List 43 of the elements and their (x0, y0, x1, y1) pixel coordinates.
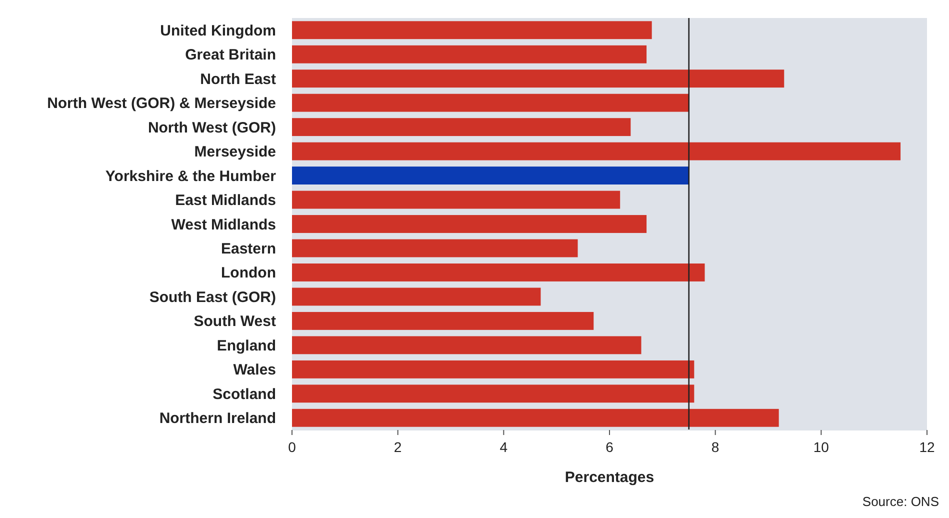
y-tick-label: England (216, 337, 276, 354)
y-tick-label: Merseyside (194, 144, 276, 161)
y-tick-label: United Kingdom (160, 22, 276, 40)
x-tick-label: 12 (919, 439, 935, 455)
y-tick-label: West Midlands (171, 216, 276, 234)
x-tick-label: 0 (288, 439, 296, 455)
x-tick-label: 10 (813, 439, 830, 455)
x-tick-label: 8 (711, 439, 720, 455)
bar (292, 239, 578, 258)
bar (292, 166, 689, 184)
bar (292, 21, 652, 40)
x-tick-label: 6 (606, 439, 614, 455)
x-tick-label: 2 (394, 439, 402, 455)
y-tick-label: Scotland (212, 386, 276, 403)
source-note: Source: ONS (862, 494, 940, 509)
y-tick-label: Wales (233, 362, 276, 379)
bar (292, 360, 694, 378)
y-tick-label: South East (GOR) (149, 288, 276, 306)
y-tick-label: East Midlands (175, 192, 276, 210)
bar (292, 45, 647, 64)
y-tick-label: London (221, 264, 276, 282)
bar (292, 336, 642, 354)
bar (292, 190, 620, 209)
x-tick-label: 4 (500, 439, 508, 455)
y-tick-label: Eastern (220, 240, 276, 258)
y-tick-label: Northern Ireland (159, 410, 276, 428)
bar (292, 408, 779, 427)
y-tick-label: North West (GOR) & Merseyside (47, 95, 276, 112)
bar (292, 264, 705, 282)
bar (292, 384, 694, 403)
y-tick-label: Yorkshire & the Humber (105, 168, 276, 185)
bar (292, 288, 541, 306)
bar (292, 70, 784, 88)
bar (292, 142, 901, 160)
y-tick-label: South West (194, 313, 276, 330)
bar (292, 215, 647, 233)
y-tick-label: North East (200, 70, 276, 88)
bar (292, 312, 594, 330)
y-tick-label: North West (GOR) (148, 119, 276, 136)
bar (292, 118, 631, 136)
x-axis-title: Percentages (564, 469, 654, 486)
bar (292, 94, 689, 112)
y-tick-label: Great Britain (185, 46, 276, 64)
